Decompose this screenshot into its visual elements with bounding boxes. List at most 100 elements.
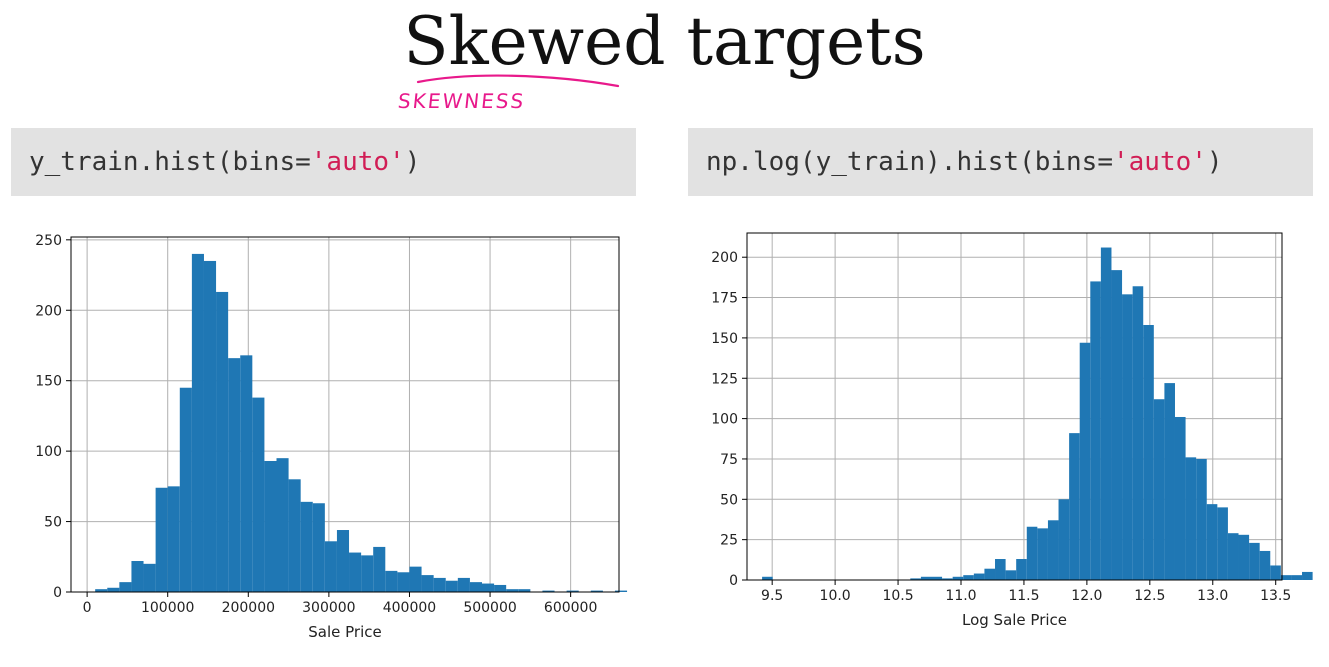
histogram-bar	[1016, 559, 1027, 580]
x-tick-label: 300000	[302, 600, 355, 616]
histogram-bar	[421, 575, 434, 592]
histogram-bar	[240, 355, 253, 592]
histogram-bar	[1058, 499, 1070, 580]
code-prefix: y_train.hist(bins=	[29, 147, 311, 177]
histogram-bar	[457, 577, 470, 592]
log-sale-price-histogram: 9.5 10.0 10.5 11.0 11.5 12.0 12.5 13.0 13.5 0 25 50…	[711, 232, 1313, 629]
histogram-bar	[385, 570, 398, 592]
histogram-bar	[1100, 247, 1112, 580]
histogram-bar	[1291, 575, 1303, 580]
histogram-bar	[1090, 281, 1101, 580]
histogram-bar	[1122, 294, 1133, 580]
code-string: 'auto'	[1113, 147, 1207, 177]
histogram-bar	[203, 260, 217, 592]
x-tick-label: 9.5	[761, 588, 783, 604]
histogram-bar	[518, 589, 531, 592]
y-tick-label: 175	[711, 291, 738, 307]
histogram-bar	[288, 479, 301, 592]
histogram-bar	[445, 580, 458, 592]
histogram-bar	[1196, 458, 1207, 580]
slide-title: Skewed targets	[403, 3, 926, 80]
histogram-bar	[252, 397, 265, 592]
histogram-bar	[1206, 504, 1218, 580]
histogram-bar	[1047, 520, 1059, 580]
histogram-bar	[952, 576, 964, 580]
histogram-bar	[973, 573, 985, 580]
y-tick-label: 125	[711, 371, 738, 387]
histogram-bar	[1026, 526, 1038, 580]
histogram-bar	[397, 572, 410, 592]
code-string: 'auto'	[310, 147, 405, 177]
histogram-bar	[482, 583, 495, 592]
underline-stroke	[416, 74, 620, 88]
x-tick-label: 12.5	[1134, 588, 1165, 604]
x-tick-label: 200000	[222, 600, 275, 616]
code-suffix: )	[1206, 147, 1223, 177]
x-tick-label: 10.0	[820, 588, 851, 604]
y-tick-label: 100	[711, 412, 738, 428]
plot-frame	[746, 232, 1283, 581]
histogram-bar	[191, 253, 204, 592]
histogram-bar	[920, 576, 932, 580]
histogram-bar	[506, 589, 519, 592]
histogram-bar	[95, 589, 108, 592]
histogram-bar	[1238, 534, 1250, 580]
histogram-bar	[1270, 565, 1281, 580]
histogram-bar	[614, 590, 628, 592]
y-tick-label: 0	[53, 585, 62, 601]
histogram-bar	[336, 530, 350, 592]
x-tick-label: 11.0	[945, 588, 976, 604]
y-tick-label: 200	[711, 250, 738, 266]
y-tick-label: 75	[720, 452, 738, 468]
histogram-bar	[762, 576, 773, 580]
histogram-bar	[1217, 507, 1228, 580]
histogram-bar	[963, 575, 974, 580]
histogram-bar	[910, 578, 921, 580]
histogram-bar	[216, 291, 229, 592]
histogram-bar	[1143, 324, 1154, 580]
histogram-bar	[409, 566, 422, 592]
histogram-bar	[1037, 528, 1048, 580]
histogram-bar	[131, 561, 144, 592]
histogram-bar	[1164, 383, 1175, 580]
histogram-bar	[566, 590, 579, 592]
histogram-bar	[1302, 571, 1313, 580]
histogram-bar	[119, 582, 132, 592]
histogram-bar	[276, 458, 289, 592]
x-tick-label: 600000	[544, 600, 597, 616]
x-axis-label: Sale Price	[308, 623, 381, 641]
y-tick-label: 200	[35, 303, 62, 319]
y-tick-label: 25	[720, 533, 738, 549]
y-tick-label: 100	[35, 444, 62, 460]
y-tick-label: 150	[711, 331, 738, 347]
histogram-bar	[143, 563, 156, 592]
histogram-bar	[433, 577, 446, 592]
code-prefix: np.log(y_train).hist(bins=	[706, 147, 1113, 177]
handwritten-underline	[416, 74, 620, 88]
histogram-bar	[1005, 570, 1017, 580]
histogram-bar	[264, 460, 277, 592]
y-tick-label: 250	[35, 233, 62, 249]
histogram-bar	[155, 487, 168, 592]
histogram-bar	[1069, 433, 1080, 580]
histogram-bar	[373, 546, 386, 592]
x-tick-label: 11.5	[1008, 588, 1039, 604]
x-tick-label: 13.5	[1260, 588, 1291, 604]
x-tick-label: 13.0	[1197, 588, 1228, 604]
histogram-bar	[228, 358, 241, 592]
histogram-bar	[542, 590, 555, 592]
histogram-bar	[494, 584, 507, 592]
histogram-bar	[1227, 533, 1239, 580]
histogram-bar	[349, 552, 362, 592]
x-tick-label: 500000	[463, 600, 516, 616]
x-tick-label: 10.5	[882, 588, 913, 604]
y-tick-label: 50	[44, 515, 62, 531]
histogram-bar	[931, 576, 943, 580]
histogram-bar	[1079, 342, 1091, 580]
y-tick-label: 0	[729, 573, 738, 589]
histogram-bar	[167, 486, 180, 592]
sale-price-histogram: 0 100000 200000 300000 400000 500000 600000 0 50…	[35, 233, 628, 641]
histogram-bar	[1153, 399, 1165, 580]
histogram-bar	[1249, 542, 1260, 580]
histogram-bar	[1259, 550, 1271, 580]
